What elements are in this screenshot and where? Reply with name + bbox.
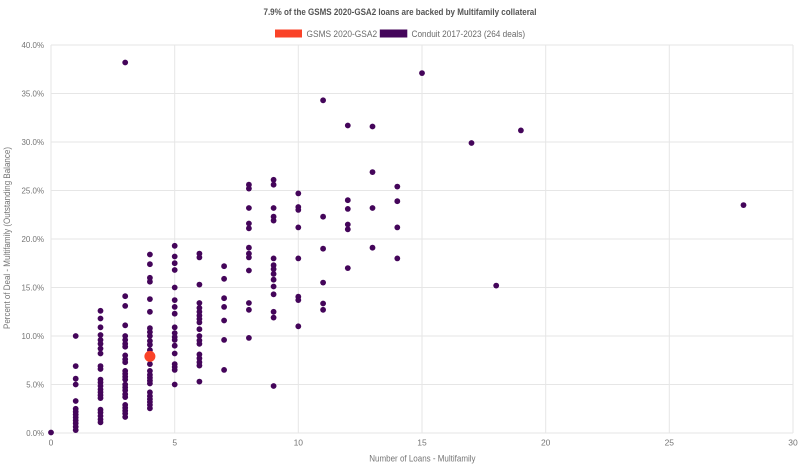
svg-text:5.0%: 5.0% [26,380,44,390]
svg-text:0: 0 [49,438,54,448]
svg-text:20: 20 [541,438,551,448]
svg-text:25: 25 [665,438,675,448]
svg-text:Conduit 2017-2023 (264 deals): Conduit 2017-2023 (264 deals) [412,29,526,39]
svg-text:Number of Loans - Multifamily: Number of Loans - Multifamily [369,454,476,464]
svg-text:7.9% of the GSMS 2020-GSA2 loa: 7.9% of the GSMS 2020-GSA2 loans are bac… [264,7,537,17]
svg-text:15.0%: 15.0% [22,283,45,293]
svg-text:10.0%: 10.0% [22,331,45,341]
svg-text:35.0%: 35.0% [22,89,45,99]
svg-text:Percent of Deal - Multifamily: Percent of Deal - Multifamily (Outstandi… [2,147,12,329]
svg-text:15: 15 [417,438,427,448]
svg-text:30.0%: 30.0% [22,137,45,147]
svg-text:25.0%: 25.0% [22,186,45,196]
svg-text:40.0%: 40.0% [22,40,45,50]
svg-text:0.0%: 0.0% [26,428,44,438]
svg-text:GSMS 2020-GSA2: GSMS 2020-GSA2 [307,29,378,39]
svg-text:10: 10 [294,438,304,448]
svg-text:5: 5 [172,438,177,448]
svg-text:20.0%: 20.0% [22,234,45,244]
svg-text:30: 30 [788,438,798,448]
